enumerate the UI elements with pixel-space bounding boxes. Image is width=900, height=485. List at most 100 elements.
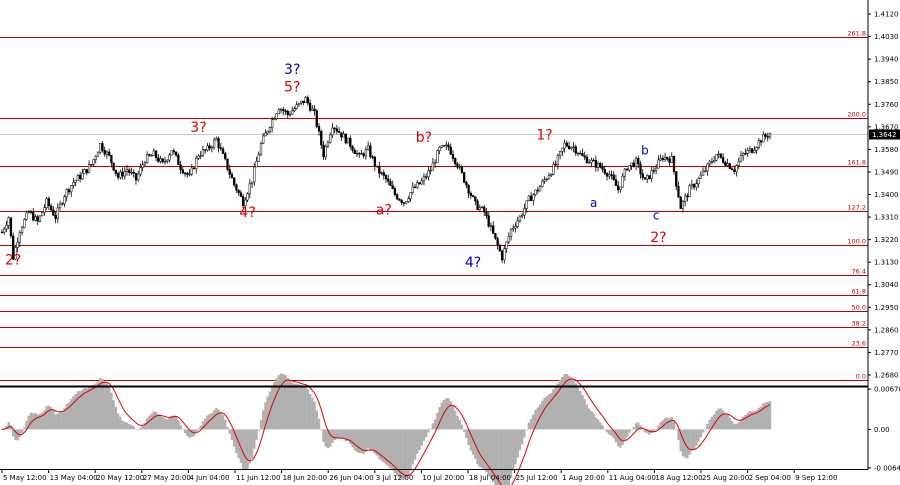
candle-body xyxy=(416,182,419,188)
histogram-bar xyxy=(436,412,439,430)
wave-label: 2? xyxy=(5,253,21,269)
candle-body xyxy=(139,167,142,175)
histogram-bar xyxy=(219,411,222,430)
candle-body xyxy=(764,134,767,137)
candle-body xyxy=(748,148,752,151)
histogram-bar xyxy=(503,429,506,485)
histogram-bar xyxy=(32,413,35,430)
candle-body xyxy=(199,155,202,157)
candle-body xyxy=(632,162,635,167)
histogram-bar xyxy=(587,408,591,430)
candle-body xyxy=(436,150,439,163)
histogram-bar xyxy=(54,414,57,430)
candle-body xyxy=(471,195,475,197)
candle-body xyxy=(349,137,352,147)
fib-level-label: 161.8 xyxy=(847,159,866,167)
histogram-bar xyxy=(203,418,207,430)
candle-body xyxy=(588,162,591,164)
histogram-bar xyxy=(90,386,93,430)
histogram-bar xyxy=(677,429,680,441)
histogram-bar xyxy=(72,396,75,430)
candle-body xyxy=(684,195,687,202)
candle-body xyxy=(239,192,243,197)
histogram-bar xyxy=(20,429,24,434)
candle-body xyxy=(351,146,354,151)
candle-body xyxy=(485,211,488,216)
candle-body xyxy=(672,156,676,172)
candle-body xyxy=(5,224,8,230)
histogram-bar xyxy=(311,397,314,430)
histogram-bar xyxy=(210,413,214,430)
histogram-bar xyxy=(128,424,131,430)
candle-body xyxy=(335,128,339,132)
histogram-bar xyxy=(433,419,437,430)
histogram-bar xyxy=(293,383,296,430)
candle-body xyxy=(483,206,486,213)
histogram-bar xyxy=(402,429,406,480)
histogram-bar xyxy=(471,429,475,455)
candle-body xyxy=(188,173,191,176)
candle-body xyxy=(500,250,504,261)
y-tick-label: 1.3130 xyxy=(874,259,899,267)
candle-body xyxy=(29,211,33,213)
x-tick-label: 4 Jun 04:00 xyxy=(189,474,229,482)
candle-body xyxy=(538,186,542,192)
candle-body xyxy=(246,193,249,201)
candle-body xyxy=(161,158,164,163)
candle-body xyxy=(228,169,231,175)
histogram-bar xyxy=(469,429,473,451)
candle-body xyxy=(688,185,691,198)
candle-body xyxy=(458,166,461,168)
candle-body xyxy=(237,190,240,193)
candle-body xyxy=(273,118,276,120)
histogram-bar xyxy=(58,411,62,430)
y-tick-label: 1.2950 xyxy=(874,304,899,312)
candle-body xyxy=(480,206,484,209)
histogram-bar xyxy=(148,415,151,430)
candle-body xyxy=(103,150,106,155)
histogram-bar xyxy=(262,410,265,430)
histogram-bar xyxy=(483,429,486,470)
candle-body xyxy=(608,174,611,177)
histogram-bar xyxy=(157,414,160,430)
histogram-bar xyxy=(451,405,455,430)
candle-body xyxy=(295,104,298,109)
histogram-bar xyxy=(672,421,676,430)
histogram-bar xyxy=(282,373,285,430)
candle-body xyxy=(541,180,544,187)
x-tick-label: 3 Jul 12:00 xyxy=(376,474,414,482)
y-tick-label: 1.4030 xyxy=(874,33,899,41)
histogram-bar xyxy=(639,425,642,430)
candle-body xyxy=(181,169,184,174)
histogram-bar xyxy=(101,378,104,430)
candle-body xyxy=(300,100,303,104)
wave-label: a xyxy=(590,196,597,210)
histogram-bar xyxy=(76,391,80,430)
histogram-bar xyxy=(547,394,551,430)
histogram-bar xyxy=(621,429,624,445)
histogram-bar xyxy=(18,429,22,438)
candle-body xyxy=(451,154,455,159)
histogram-bar xyxy=(168,418,171,430)
candle-body xyxy=(322,144,325,158)
histogram-bar xyxy=(507,429,510,485)
candle-body xyxy=(23,219,26,228)
candle-body xyxy=(574,146,577,154)
candle-body xyxy=(400,199,403,203)
histogram-bar xyxy=(594,417,598,430)
candle-body xyxy=(311,108,314,111)
candle-body xyxy=(494,233,497,239)
histogram-bar xyxy=(654,429,658,430)
candle-body xyxy=(81,172,84,180)
candle-body xyxy=(585,156,589,164)
candle-body xyxy=(36,216,39,222)
histogram-bar xyxy=(45,405,48,430)
histogram-bar xyxy=(40,412,44,430)
histogram-bar xyxy=(637,422,640,430)
candle-body xyxy=(422,176,426,182)
osc-tick-label: 0.00 xyxy=(874,426,890,434)
candle-body xyxy=(63,196,66,204)
histogram-bar xyxy=(277,375,281,430)
candle-body xyxy=(686,195,689,198)
